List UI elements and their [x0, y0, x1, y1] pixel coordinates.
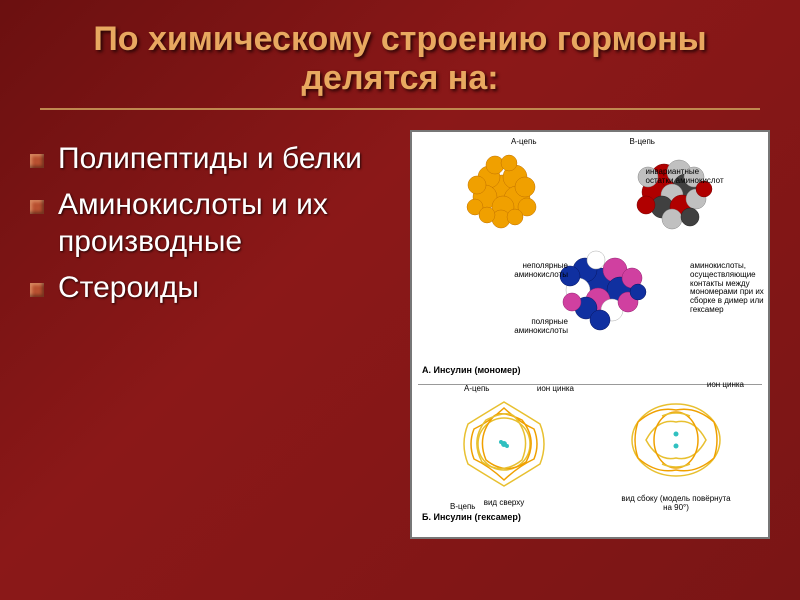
figure-row-mid: неполярные аминокислоты полярные аминоки…	[418, 242, 762, 362]
molecule-svg	[457, 147, 547, 232]
hexamer-svg	[616, 385, 736, 495]
label-nonpolar: неполярные аминокислоты	[514, 262, 568, 280]
hexamer-top: А-цепь ион цинка	[444, 389, 564, 508]
bullet-icon	[30, 154, 44, 168]
label-a-chain-hex: А-цепь	[464, 385, 489, 394]
list-item: Полипептиды и белки	[30, 140, 394, 178]
bullet-text: Аминокислоты и их производные	[58, 186, 394, 261]
label-polar: полярные аминокислоты	[514, 318, 568, 336]
hexamer-side: ион цинка вид сбоку (модель повёрнута	[616, 385, 736, 513]
label-b-chain: В-цепь	[630, 138, 655, 147]
label-zinc-2: ион цинка	[707, 381, 744, 390]
title-underline	[40, 108, 760, 110]
caption-a: А. Инсулин (мономер)	[422, 366, 762, 376]
molecule-a-chain: А-цепь	[457, 138, 547, 232]
figure-row-top: А-цепь В-цепь	[418, 138, 762, 238]
label-a-chain: А-цепь	[511, 138, 536, 147]
label-zinc: ион цинка	[537, 385, 574, 394]
caption-b: Б. Инсулин (гексамер)	[422, 513, 762, 523]
slide-title: По химическому строению гормоны делятся …	[30, 20, 770, 98]
figure-row-hex: А-цепь ион цинка	[418, 389, 762, 509]
list-item: Аминокислоты и их производные	[30, 186, 394, 261]
label-top-view: вид сверху	[484, 499, 525, 508]
molecule-b-chain: В-цепь инвариантные остатки аминокислот	[624, 138, 724, 237]
bullet-text: Полипептиды и белки	[58, 140, 362, 178]
bullet-list: Полипептиды и белки Аминокислоты и их пр…	[30, 130, 394, 539]
label-b-chain-hex: В-цепь	[450, 503, 475, 512]
label-invariant: инвариантные остатки аминокислот	[646, 168, 726, 186]
molecule-polar: неполярные аминокислоты полярные аминоки…	[550, 242, 660, 342]
label-contacts: аминокислоты, осуществляющие контакты ме…	[690, 262, 770, 315]
hexamer-svg	[444, 389, 564, 499]
content-row: Полипептиды и белки Аминокислоты и их пр…	[30, 130, 770, 539]
label-side-view: вид сбоку (модель повёрнута на 90°)	[616, 495, 736, 513]
molecule-figure: А-цепь В-цепь	[410, 130, 770, 539]
bullet-icon	[30, 283, 44, 297]
bullet-icon	[30, 200, 44, 214]
list-item: Стероиды	[30, 269, 394, 307]
molecule-svg	[624, 147, 724, 237]
bullet-text: Стероиды	[58, 269, 199, 307]
